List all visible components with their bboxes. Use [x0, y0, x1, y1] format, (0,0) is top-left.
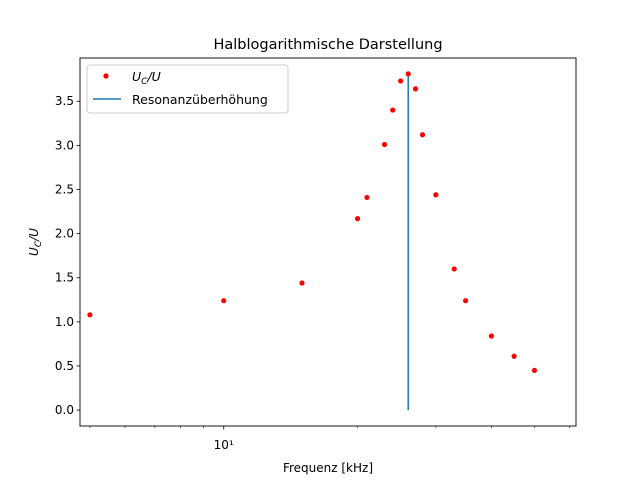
- y-tick-label: 3.5: [55, 94, 74, 108]
- y-tick-label: 0.0: [55, 403, 74, 417]
- data-point: [381, 141, 388, 148]
- chart-title: Halblogarithmische Darstellung: [213, 37, 442, 53]
- legend: UC/U Resonanzüberhöhung: [86, 64, 289, 114]
- plot-area: 0.0 0.5 1.0 1.5 2.0 2.5 3.0 3.5 10¹: [55, 71, 570, 452]
- legend-label-points-main: U: [132, 69, 141, 84]
- y-axis-label-rest: /U: [27, 228, 41, 242]
- y-axis-label-main: U: [27, 247, 41, 256]
- y-axis-label-sub: C: [34, 240, 44, 247]
- x-tick-label: 10¹: [214, 438, 234, 452]
- data-point: [221, 298, 227, 304]
- legend-label-points-rest: /U: [146, 69, 160, 84]
- y-axis-label: UC/U: [27, 228, 44, 256]
- x-axis-label: Frequenz [kHz]: [283, 461, 373, 475]
- y-tick-label: 2.5: [55, 182, 74, 196]
- legend-label-points-sub: C: [141, 77, 148, 87]
- data-point: [412, 86, 419, 92]
- data-point: [488, 333, 494, 339]
- legend-label-points: UC/U: [132, 69, 161, 87]
- data-point: [364, 194, 370, 201]
- y-tick-label: 1.0: [55, 315, 74, 329]
- data-point: [398, 78, 404, 84]
- y-tick-label: 2.0: [55, 227, 74, 241]
- data-point: [299, 280, 305, 286]
- data-point: [390, 107, 396, 113]
- data-point: [451, 266, 457, 272]
- plot-frame: [79, 57, 577, 427]
- legend-box: [86, 64, 289, 114]
- y-tick-label: 0.5: [55, 359, 74, 373]
- data-point: [87, 312, 93, 318]
- data-point: [419, 132, 426, 138]
- data-point: [405, 71, 411, 77]
- data-point: [511, 353, 517, 359]
- y-tick-label: 1.5: [55, 271, 74, 285]
- data-point: [463, 298, 469, 304]
- data-point: [433, 192, 439, 198]
- data-point: [354, 216, 361, 222]
- data-point: [531, 367, 538, 374]
- legend-marker-points: [103, 73, 109, 79]
- legend-label-line: Resonanzüberhöhung: [132, 92, 268, 107]
- y-tick-label: 3.0: [55, 138, 74, 152]
